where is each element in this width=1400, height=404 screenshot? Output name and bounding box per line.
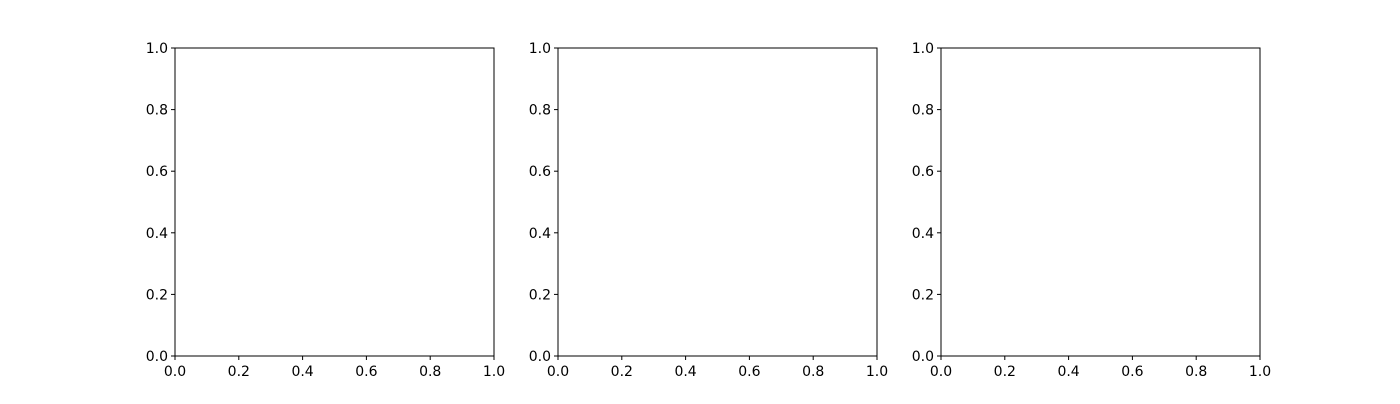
y-tick-label: 0.6 — [912, 164, 934, 180]
x-tick-label: 0.2 — [994, 364, 1016, 380]
x-tick-label: 0.0 — [930, 364, 952, 380]
y-tick-label: 1.0 — [146, 41, 168, 57]
y-tick-label: 0.8 — [146, 103, 168, 119]
x-tick-label: 0.6 — [355, 364, 377, 380]
x-tick-label: 0.6 — [738, 364, 760, 380]
axes-frame — [940, 47, 1261, 357]
y-tick-label: 0.6 — [529, 164, 551, 180]
axes-frame — [174, 47, 495, 357]
y-tick-label: 1.0 — [912, 41, 934, 57]
x-tick-label: 0.2 — [611, 364, 633, 380]
x-tick-label: 0.4 — [291, 364, 313, 380]
x-tick-label: 1.0 — [1249, 364, 1271, 380]
y-tick-label: 0.0 — [529, 349, 551, 365]
x-tick-label: 0.8 — [802, 364, 824, 380]
y-tick-label: 0.2 — [146, 287, 168, 303]
axes-frame — [557, 47, 878, 357]
x-tick-label: 0.4 — [674, 364, 696, 380]
y-tick-label: 0.4 — [146, 226, 168, 242]
x-tick-label: 0.6 — [1121, 364, 1143, 380]
subplot-3: 0.0 0.2 0.4 0.6 0.8 1.0 0.0 0.2 0.4 0.6 0.8 1.0 — [912, 41, 1271, 380]
y-tick-label: 0.4 — [529, 226, 551, 242]
y-tick-label: 0.8 — [912, 103, 934, 119]
y-tick-label: 0.0 — [146, 349, 168, 365]
x-tick-label: 0.4 — [1057, 364, 1079, 380]
y-tick-label: 0.2 — [912, 287, 934, 303]
x-tick-label: 0.0 — [547, 364, 569, 380]
x-tick-label: 0.0 — [164, 364, 186, 380]
x-tick-label: 0.2 — [228, 364, 250, 380]
y-tick-label: 0.4 — [912, 226, 934, 242]
y-tick-label: 0.2 — [529, 287, 551, 303]
x-tick-label: 1.0 — [483, 364, 505, 380]
x-tick-label: 0.8 — [1185, 364, 1207, 380]
subplot-2: 0.0 0.2 0.4 0.6 0.8 1.0 0.0 0.2 0.4 0.6 0.8 1.0 — [529, 41, 888, 380]
y-tick-label: 0.8 — [529, 103, 551, 119]
y-tick-label: 0.6 — [146, 164, 168, 180]
y-tick-label: 1.0 — [529, 41, 551, 57]
x-tick-label: 0.8 — [419, 364, 441, 380]
subplot-1: 0.0 0.2 0.4 0.6 0.8 1.0 0.0 0.2 0.4 0.6 0.8 1.0 — [146, 41, 505, 380]
y-tick-label: 0.0 — [912, 349, 934, 365]
x-tick-label: 1.0 — [866, 364, 888, 380]
